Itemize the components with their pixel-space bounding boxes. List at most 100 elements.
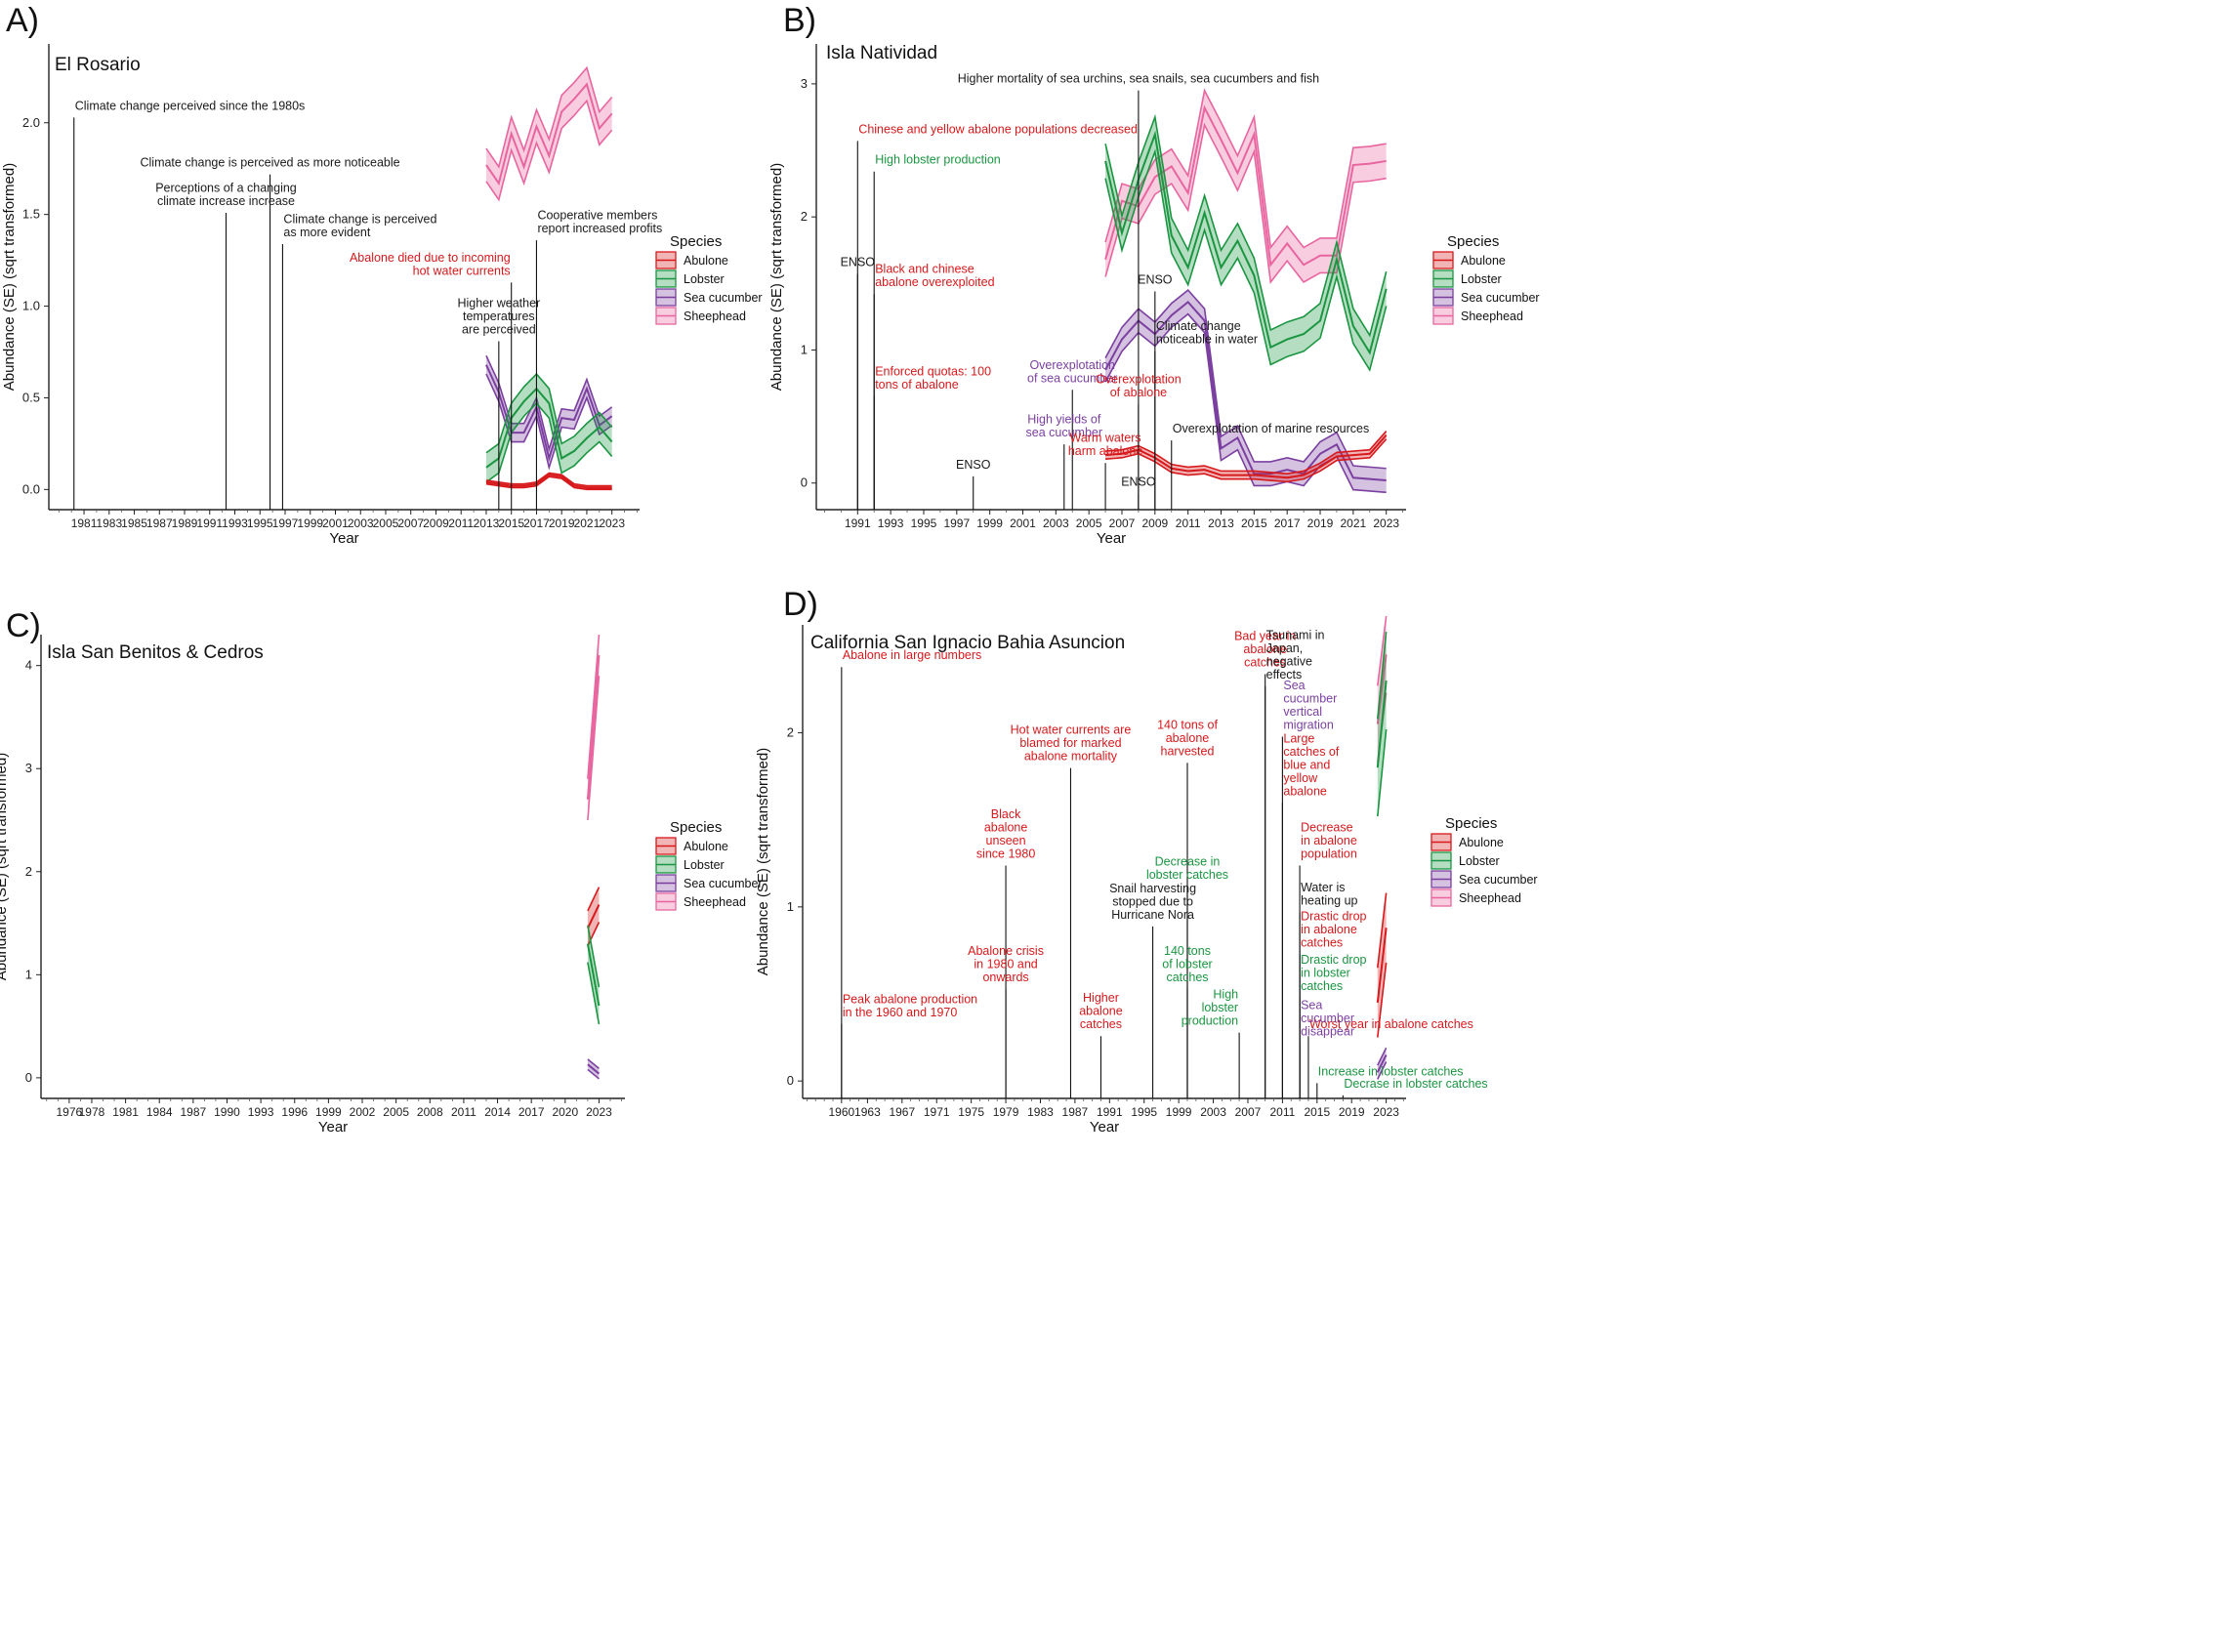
annotation-text: ENSO xyxy=(1121,475,1156,489)
annotation-text: Snail harvesting xyxy=(1109,882,1196,895)
y-axis-label: Abundance (SE) (sqrt transformed) xyxy=(1,163,18,391)
annotation-text: Overexplotation xyxy=(1096,373,1182,387)
series-lower-bound xyxy=(587,962,601,1025)
annotation-text: noticeable in water xyxy=(1156,333,1258,347)
series-abulone xyxy=(1104,431,1388,483)
annotation-text: abalone xyxy=(1079,1005,1123,1018)
series-lower-bound xyxy=(485,475,612,491)
x-axis-label: Year xyxy=(1090,1119,1119,1136)
x-tick-label: 1995 xyxy=(1131,1105,1157,1119)
annotation: Abalone in large numbers xyxy=(841,648,981,1098)
annotation: Climate change is perceived as more noti… xyxy=(140,156,400,510)
y-tick-label: 3 xyxy=(25,761,32,775)
x-tick-label: 2005 xyxy=(383,1105,409,1119)
x-tick-label: 1990 xyxy=(214,1105,240,1119)
annotation-text: Decrease in xyxy=(1155,854,1221,868)
y-tick-label: 0 xyxy=(25,1070,32,1085)
annotation-text: lobster catches xyxy=(1146,868,1228,882)
series-line xyxy=(1104,301,1387,482)
series-upper-bound xyxy=(587,887,601,912)
series-lower-bound xyxy=(1104,122,1387,284)
legend-label: Abulone xyxy=(684,254,728,268)
legend-label: Sea cucumber xyxy=(1459,873,1538,887)
x-tick-label: 2019 xyxy=(1307,516,1334,530)
annotation-text: onwards xyxy=(982,971,1028,984)
series-abulone xyxy=(1376,892,1388,1038)
annotation-text: cucumber xyxy=(1301,1012,1354,1025)
x-tick-label: 2015 xyxy=(1241,516,1267,530)
annotation-text: since 1980 xyxy=(976,847,1036,861)
legend-label: Lobster xyxy=(1461,272,1502,286)
series-lower-bound xyxy=(587,676,601,821)
y-tick-label: 1 xyxy=(801,342,808,356)
annotation-text: tons of abalone xyxy=(875,378,959,392)
annotation-text: Higher mortality of sea urchins, sea sna… xyxy=(958,72,1319,86)
chart-panel-2: B) Isla Natividad 1991 1993 1995 1997 1999 2001… xyxy=(768,2,1540,547)
x-tick-label: 2011 xyxy=(448,516,474,530)
series-lower-bound xyxy=(485,401,613,483)
x-tick-label: 2003 xyxy=(1200,1105,1226,1119)
annotation-text: climate increase increase xyxy=(157,194,295,208)
panel-label: D) xyxy=(783,586,818,623)
y-tick-label: 2 xyxy=(25,864,32,879)
annotation-text: Higher weather xyxy=(457,296,540,310)
y-tick-label: 0 xyxy=(787,1073,794,1088)
x-tick-label: 1991 xyxy=(1097,1105,1123,1119)
series-ribbon xyxy=(1105,116,1387,370)
legend-label: Sea cucumber xyxy=(1461,291,1540,305)
annotation-text: Tsunami in xyxy=(1266,628,1325,641)
series-upper-bound xyxy=(485,65,613,169)
series-ribbon xyxy=(1105,290,1387,493)
annotation-text: Abalone crisis xyxy=(968,944,1044,958)
legend-label: Sea cucumber xyxy=(684,877,763,890)
chart-title: El Rosario xyxy=(55,55,141,75)
annotation-text: stopped due to xyxy=(1112,894,1193,908)
series-lower-bound xyxy=(1104,148,1388,372)
x-tick-label: 2019 xyxy=(549,516,575,530)
x-tick-label: 1999 xyxy=(315,1105,342,1119)
annotation-text: lobster xyxy=(1202,1001,1239,1014)
x-tick-label: 2023 xyxy=(1373,516,1399,530)
annotation-text: 140 tons xyxy=(1164,944,1211,958)
series-lower-bound xyxy=(587,1068,600,1080)
x-tick-label: 1993 xyxy=(248,1105,274,1119)
series-line xyxy=(586,943,601,1007)
annotation-text: vertical xyxy=(1283,705,1322,719)
legend-label: Abulone xyxy=(1461,254,1506,268)
y-tick-label: 3 xyxy=(801,76,808,91)
x-axis-label: Year xyxy=(329,530,358,547)
panel-label: C) xyxy=(6,607,41,644)
y-tick-label: 1 xyxy=(25,967,32,981)
annotation-text: Abalone in large numbers xyxy=(843,648,981,662)
annotation-text: Climate change perceived since the 1980s xyxy=(75,99,306,112)
series-ribbon xyxy=(1105,90,1387,282)
x-tick-label: 2011 xyxy=(1176,516,1201,530)
legend-label: Lobster xyxy=(1459,854,1500,868)
annotation-text: Sea xyxy=(1301,998,1322,1012)
x-tick-label: 1991 xyxy=(196,516,223,530)
annotation-text: Climate change is perceived xyxy=(283,212,436,226)
legend: Species Abulone Lobster Sea cucumber Sheephe… xyxy=(1430,815,1538,907)
x-tick-label: 2001 xyxy=(322,516,349,530)
series-lobster xyxy=(485,372,613,483)
x-tick-label: 1987 xyxy=(146,516,173,530)
chart-title: Isla San Benitos & Cedros xyxy=(47,642,264,663)
annotation-text: Drastic drop xyxy=(1301,909,1366,923)
series-upper-bound xyxy=(485,472,612,487)
annotation-text: report increased profits xyxy=(537,222,662,235)
chart-panel-1: A) El Rosario 1981 1983 1985 1987 1989 1991 1993… xyxy=(1,2,763,547)
series-line xyxy=(1376,928,1388,1004)
legend-title: Species xyxy=(1447,233,1499,250)
annotation-text: Chinese and yellow abalone populations d… xyxy=(858,122,1138,136)
y-axis-label: Abundance (SE) (sqrt transformed) xyxy=(0,753,10,980)
legend-label: Sheephead xyxy=(684,310,746,323)
annotation-text: yellow xyxy=(1283,771,1318,785)
